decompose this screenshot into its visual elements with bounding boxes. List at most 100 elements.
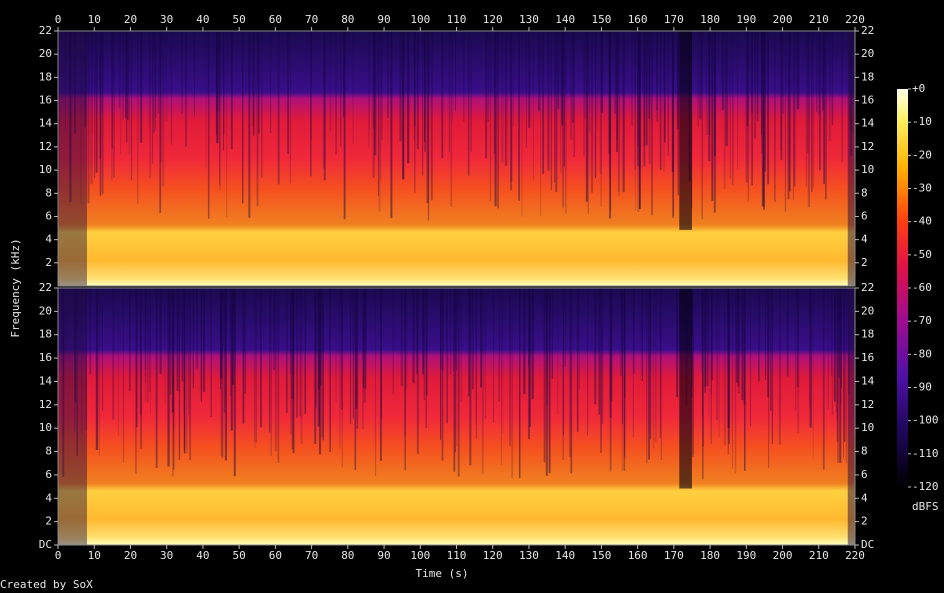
texture-stripe (231, 288, 235, 385)
texture-stripe (475, 288, 477, 425)
texture-stripe (623, 288, 625, 472)
texture-stripe (793, 31, 794, 201)
texture-stripe (221, 288, 224, 458)
texture-stripe (653, 288, 655, 449)
texture-stripe (676, 31, 679, 129)
texture-stripe (796, 288, 799, 388)
texture-stripe (329, 288, 331, 452)
y-tick-label: 6 (861, 468, 868, 481)
texture-stripe (193, 31, 195, 117)
texture-stripe (402, 31, 405, 179)
texture-stripe (322, 288, 324, 441)
texture-stripe (372, 31, 375, 130)
texture-stripe (440, 288, 442, 440)
texture-stripe (223, 31, 224, 151)
texture-stripe (153, 31, 155, 133)
texture-stripe (192, 288, 194, 389)
texture-stripe (201, 288, 202, 391)
texture-stripe (98, 288, 100, 456)
texture-stripe (402, 31, 404, 181)
texture-stripe (220, 288, 223, 379)
texture-stripe (99, 31, 102, 159)
texture-stripe (843, 288, 846, 442)
texture-stripe (704, 288, 707, 393)
x-tick-label: 90 (377, 549, 390, 562)
texture-stripe (560, 31, 562, 173)
texture-stripe (599, 31, 602, 174)
texture-stripe (216, 31, 218, 111)
texture-stripe (706, 288, 709, 387)
texture-stripe (750, 31, 753, 113)
texture-stripe (255, 288, 257, 443)
texture-stripe (122, 288, 124, 463)
texture-stripe (290, 288, 292, 375)
texture-stripe (137, 31, 139, 204)
texture-stripe (761, 31, 763, 135)
texture-stripe (637, 31, 639, 147)
texture-stripe (598, 288, 601, 415)
texture-stripe (845, 288, 847, 464)
texture-stripe (400, 288, 403, 387)
texture-stripe (487, 31, 489, 122)
texture-stripe (484, 288, 487, 419)
x-tick-label: 70 (305, 13, 318, 26)
texture-stripe (170, 31, 173, 145)
x-tick-label: 170 (664, 549, 684, 562)
texture-stripe (91, 31, 93, 135)
texture-stripe (498, 288, 500, 402)
texture-stripe (441, 288, 444, 461)
quiet-region (847, 288, 855, 545)
texture-stripe (831, 288, 832, 376)
colorbar-tick-label: -90 (912, 381, 932, 394)
texture-stripe (256, 31, 259, 206)
texture-stripe (561, 31, 564, 126)
x-tick-label: 70 (305, 549, 318, 562)
texture-stripe (542, 31, 545, 174)
texture-stripe (424, 31, 426, 152)
texture-stripe (761, 31, 763, 154)
texture-stripe (656, 31, 658, 123)
texture-stripe (275, 288, 277, 452)
texture-stripe (594, 31, 597, 179)
texture-stripe (317, 288, 320, 427)
texture-stripe (510, 31, 513, 182)
texture-stripe (797, 31, 800, 109)
x-tick-label: 160 (628, 549, 648, 562)
texture-stripe (387, 31, 389, 144)
texture-stripe (287, 31, 289, 155)
texture-stripe (617, 31, 620, 192)
texture-stripe (505, 31, 508, 166)
texture-stripe (58, 31, 60, 214)
texture-stripe (160, 31, 162, 163)
texture-stripe (242, 288, 245, 424)
texture-stripe (635, 31, 636, 211)
texture-stripe (154, 31, 157, 131)
y-tick-label: 8 (45, 186, 52, 199)
y-tick-label: 14 (39, 374, 53, 387)
texture-stripe (545, 288, 548, 476)
texture-stripe (416, 288, 418, 374)
x-tick-label: 210 (809, 549, 829, 562)
texture-stripe (315, 288, 317, 408)
texture-stripe (841, 31, 843, 163)
texture-stripe (441, 31, 444, 159)
x-tick-label: 90 (377, 13, 390, 26)
texture-stripe (655, 288, 657, 443)
texture-stripe (329, 31, 332, 132)
texture-stripe (430, 31, 433, 201)
y-tick-label: 10 (861, 421, 874, 434)
texture-stripe (159, 31, 162, 213)
x-tick-label: 210 (809, 13, 829, 26)
texture-stripe (290, 288, 293, 399)
texture-stripe (840, 288, 842, 389)
texture-stripe (379, 288, 382, 461)
y-tick-label: 2 (861, 256, 868, 269)
texture-stripe (310, 31, 312, 177)
texture-stripe (365, 288, 367, 389)
y-tick-label: 12 (39, 398, 52, 411)
texture-stripe (226, 31, 228, 218)
x-tick-label: 130 (519, 549, 539, 562)
texture-stripe (648, 31, 651, 164)
texture-stripe (335, 288, 337, 402)
